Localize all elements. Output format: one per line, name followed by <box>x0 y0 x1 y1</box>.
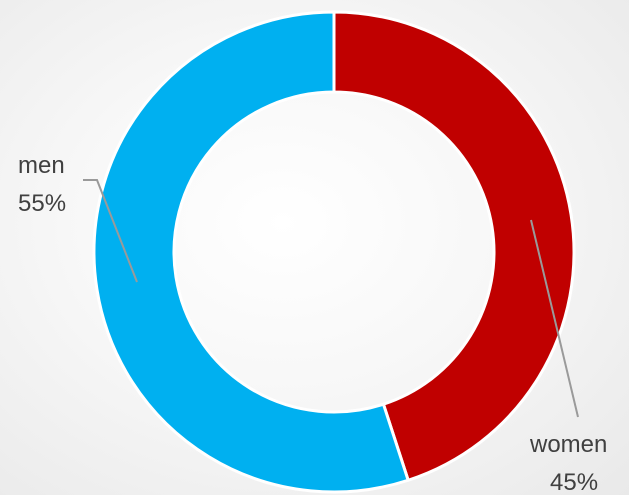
donut-slice-men <box>92 10 410 494</box>
donut-slice-women <box>332 10 576 482</box>
donut-slices <box>92 10 576 494</box>
category-label-men: men <box>18 152 65 179</box>
leader-line-men <box>83 179 138 283</box>
value-label-men: 55% <box>18 190 66 217</box>
value-label-women: 45% <box>550 469 598 495</box>
label-group-women: women 45% <box>529 431 607 495</box>
category-label-women: women <box>529 431 607 458</box>
label-group-men: men 55% <box>18 152 66 217</box>
leader-lines <box>83 179 579 418</box>
leader-line-women <box>530 219 579 418</box>
